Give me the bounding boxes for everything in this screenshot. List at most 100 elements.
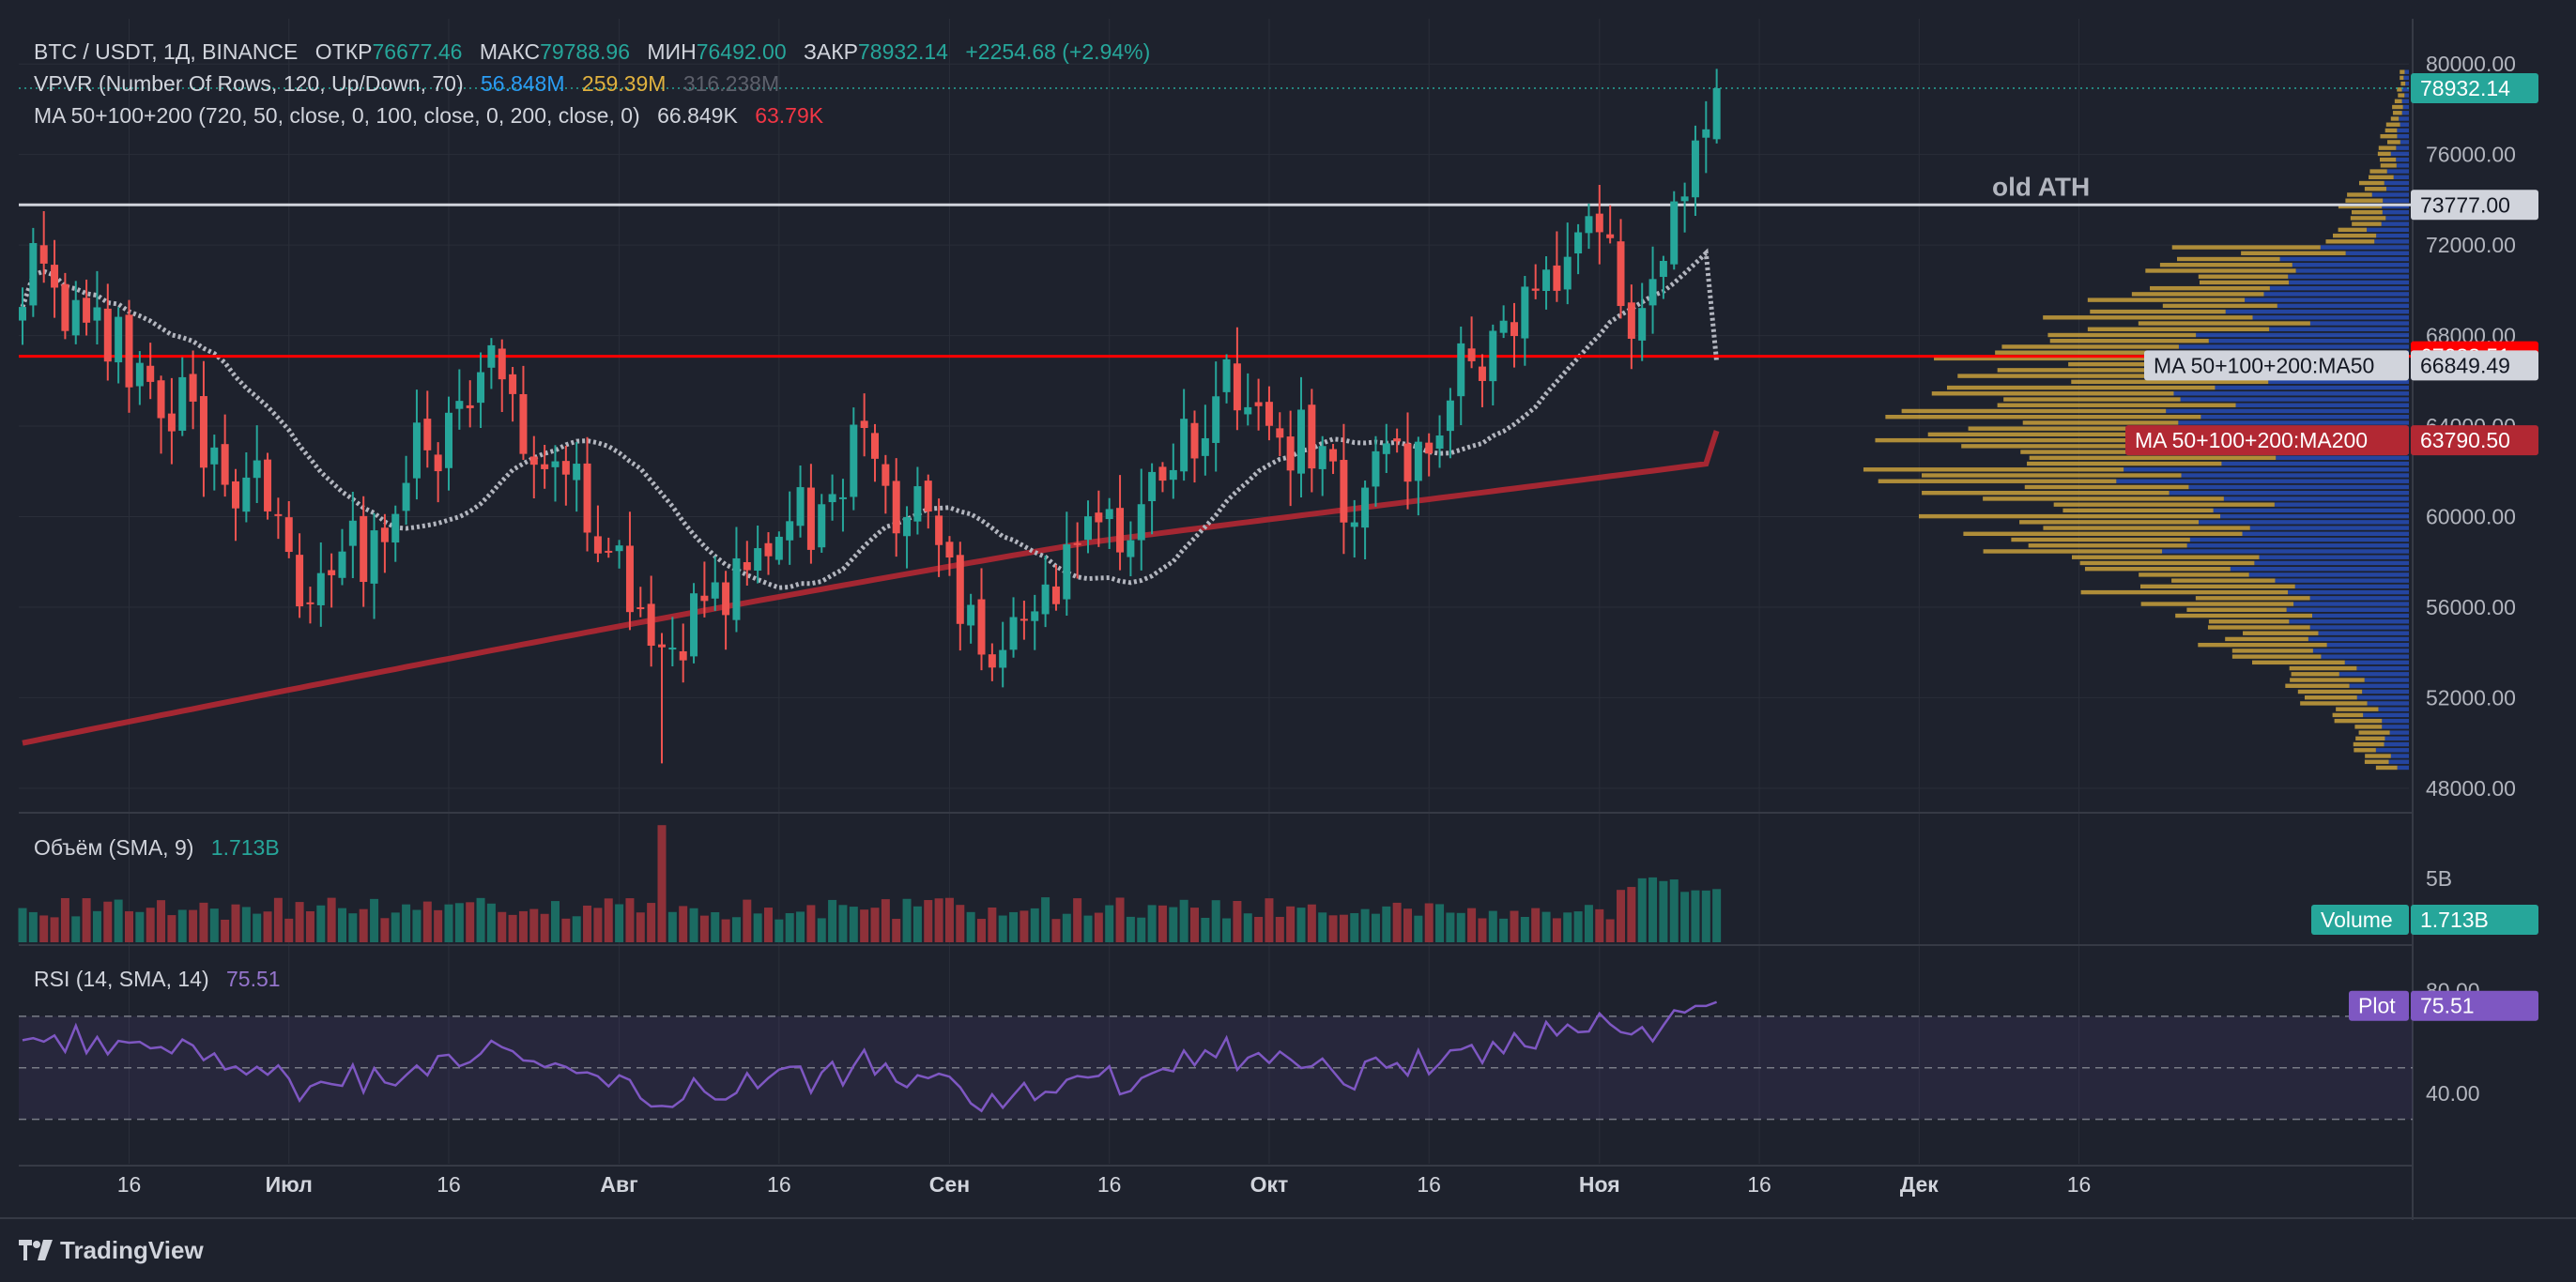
rsi-side-label-bg: [2349, 990, 2409, 1021]
volume-bar: [18, 908, 27, 942]
volume-bar: [1328, 915, 1338, 942]
volume-bar: [721, 919, 730, 942]
vpvr-down-bar: [2145, 268, 2296, 273]
ma50-side-label: MA 50+100+200:MA50: [2154, 353, 2374, 377]
volume-bar: [988, 907, 997, 942]
volume-bar: [1020, 910, 1029, 942]
volume-bar: [817, 918, 826, 942]
vpvr-up-bar: [2356, 665, 2409, 671]
volume-legend[interactable]: Объём (SMA, 9) 1.713B: [34, 832, 280, 863]
vpvr-down-value: 259.39M: [581, 71, 667, 96]
volume-bar: [743, 899, 752, 942]
vpvr-up-bar: [2116, 479, 2409, 483]
volume-bar: [1190, 908, 1199, 942]
close-value: 78932.14: [858, 39, 948, 64]
candle-body: [135, 362, 144, 387]
rsi-title: RSI (14, SMA, 14): [34, 967, 209, 991]
rsi-legend[interactable]: RSI (14, SMA, 14) 75.51: [34, 963, 281, 995]
vpvr-down-bar: [1878, 479, 2117, 483]
vpvr-down-bar: [2043, 315, 2253, 320]
volume-bar: [615, 904, 624, 942]
candle-body: [743, 561, 751, 571]
vpvr-down-bar: [1927, 432, 2212, 437]
volume-bar: [402, 904, 411, 942]
volume-bar: [1595, 908, 1604, 942]
volume-bar: [944, 897, 954, 942]
candle-body: [115, 316, 123, 363]
vpvr-legend[interactable]: VPVR (Number Of Rows, 120, Up/Down, 70) …: [34, 68, 779, 99]
vpvr-up-bar: [2390, 151, 2409, 157]
open-value: 76677.46: [372, 39, 463, 64]
volume-bar: [338, 908, 346, 942]
volume-bar: [1712, 889, 1722, 942]
volume-bar: [956, 905, 965, 942]
volume-bar: [647, 903, 656, 942]
volume-bar: [731, 917, 741, 942]
candle-body: [1265, 402, 1273, 426]
volume-bar: [1094, 912, 1103, 942]
ma-title: MA 50+100+200 (720, 50, close, 0, 100, c…: [34, 103, 640, 128]
candle-body: [19, 307, 26, 321]
tradingview-logo[interactable]: TradingView: [19, 1233, 204, 1267]
time-axis-label: 16: [1417, 1172, 1441, 1197]
vpvr-down-bar: [1961, 444, 2193, 449]
vpvr-down-bar: [2386, 140, 2400, 145]
volume-bar: [977, 919, 986, 942]
candle-body: [583, 463, 591, 533]
candle-body: [1425, 442, 1434, 454]
high-value: 79788.96: [540, 39, 630, 64]
volume-bar: [1350, 912, 1359, 942]
vpvr-up-bar: [2269, 285, 2409, 291]
vpvr-up-bar: [2286, 607, 2409, 612]
candle-body: [647, 603, 655, 647]
vpvr-down-bar: [2071, 555, 2260, 559]
candle-body: [892, 481, 900, 534]
vpvr-down-bar: [2231, 654, 2322, 659]
vpvr-down-bar: [2049, 339, 2209, 343]
volume-bar: [551, 901, 560, 942]
vpvr-up-bar: [2363, 712, 2409, 718]
vpvr-up-bar: [2321, 654, 2409, 659]
vpvr-down-bar: [2195, 596, 2310, 601]
candle-body: [1105, 509, 1113, 520]
vpvr-down-bar: [2297, 689, 2363, 694]
vpvr-down-bar: [2334, 718, 2383, 724]
vpvr-down-bar: [2019, 520, 2199, 525]
volume-bar: [625, 898, 635, 942]
candle-body: [1084, 516, 1092, 541]
candle-body: [774, 536, 783, 560]
candle-body: [1297, 409, 1305, 474]
candle-body: [1617, 241, 1625, 307]
vpvr-up-bar: [2382, 204, 2409, 209]
volume-bar: [1510, 910, 1519, 942]
volume-bar: [711, 912, 720, 942]
volume-bar: [71, 916, 81, 942]
volume-bar: [1605, 919, 1615, 942]
volume-bar: [1414, 915, 1423, 942]
candle-body: [253, 460, 261, 479]
volume-bar: [1073, 898, 1082, 942]
candle-body: [328, 570, 336, 575]
candle-body: [561, 461, 570, 475]
vpvr-up-bar: [2276, 455, 2409, 461]
rsi-tick-label: 40.00: [2426, 1081, 2480, 1106]
candle-body: [882, 464, 890, 486]
volume-bar: [189, 909, 198, 942]
candle-body: [71, 299, 80, 336]
volume-bar: [1211, 900, 1220, 942]
candle-body: [1478, 366, 1486, 381]
volume-bar: [1573, 911, 1583, 942]
vpvr-title: VPVR (Number Of Rows, 120, Up/Down, 70): [34, 71, 464, 96]
candle-body: [935, 515, 943, 545]
vpvr-up-bar: [2397, 128, 2409, 133]
candle-body: [722, 582, 730, 616]
candle-body: [1041, 584, 1050, 615]
vpvr-up-bar: [2393, 175, 2409, 180]
vpvr-down-bar: [2047, 332, 2197, 338]
vpvr-up-bar: [2275, 578, 2409, 583]
candle-body: [1457, 343, 1465, 397]
vpvr-down-bar: [2140, 602, 2294, 606]
ma-legend[interactable]: MA 50+100+200 (720, 50, close, 0, 100, c…: [34, 99, 823, 131]
ma200-side-label-bg: [2125, 425, 2409, 456]
